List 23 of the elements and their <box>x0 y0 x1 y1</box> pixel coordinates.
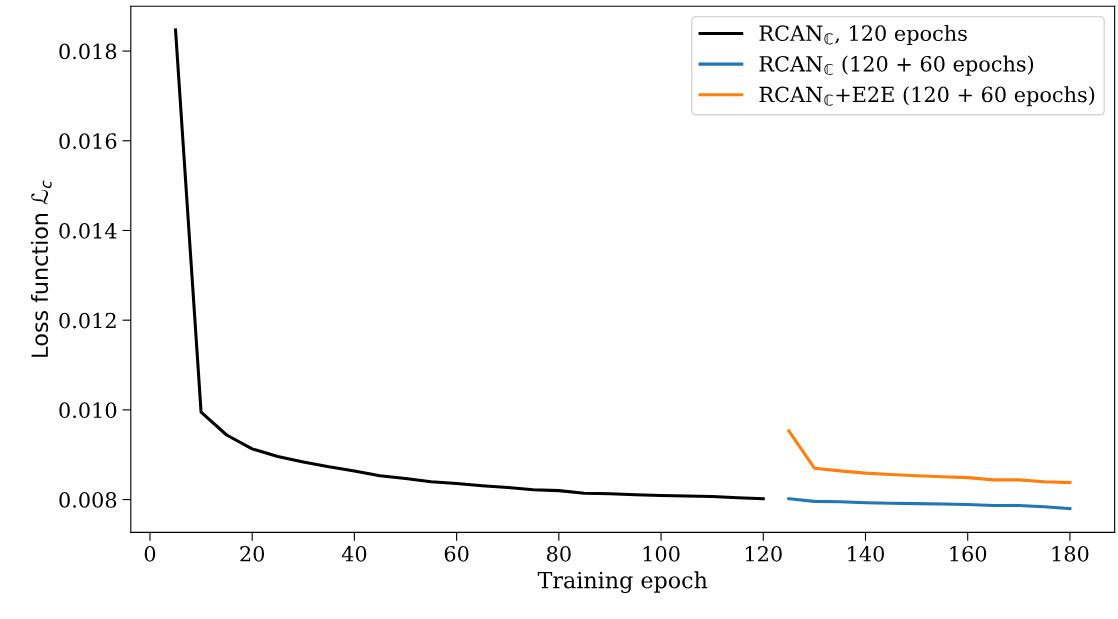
y-axis-title: Loss function ℒ$_{c}$ <box>30 180 52 357</box>
legend-label: RCAN$_{ℂ}$+E2E (120 + 60 epochs) <box>759 86 1095 107</box>
y-tick-label: 0.012 <box>59 312 116 329</box>
y-tick-label: 0.018 <box>59 43 117 60</box>
y-tick-label: 0.008 <box>59 492 117 508</box>
x-tick-label: 80 <box>546 545 571 562</box>
y-tick-label: 0.014 <box>59 222 117 239</box>
x-tick-label: 140 <box>848 545 884 562</box>
x-tick-label: 40 <box>341 545 367 562</box>
y-tick-label: 0.016 <box>59 133 117 149</box>
x-tick-label: 120 <box>745 545 782 562</box>
legend-label: RCAN$_{ℂ}$ (120 + 60 epochs) <box>759 55 1034 76</box>
legend-label: RCAN$_{ℂ}$, 120 epochs <box>759 24 967 46</box>
x-tick-label: 0 <box>144 545 156 562</box>
line-series <box>787 497 1072 511</box>
line-series <box>787 429 1072 485</box>
x-tick-label: 100 <box>643 545 680 562</box>
y-tick-label: 0.010 <box>59 402 117 419</box>
x-axis-title: Training epoch <box>537 571 708 594</box>
x-tick-label: 180 <box>1052 545 1089 562</box>
x-tick-label: 60 <box>444 545 469 562</box>
x-tick-label: 20 <box>240 545 265 562</box>
x-tick-label: 160 <box>950 545 987 562</box>
